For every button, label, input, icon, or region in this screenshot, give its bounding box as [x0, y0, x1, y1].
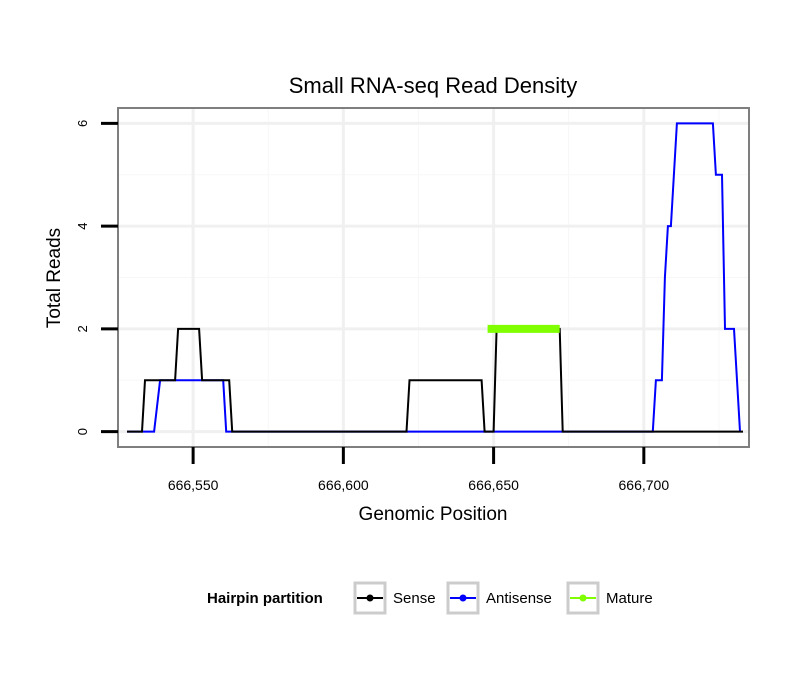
- legend-label: Sense: [393, 590, 436, 607]
- legend-item-sense: Sense: [353, 581, 436, 615]
- legend-key-point: [579, 594, 587, 602]
- y-axis-label: Total Reads: [44, 228, 65, 328]
- y-tick-label: 4: [75, 223, 90, 230]
- y-tick-label: 2: [75, 325, 90, 332]
- x-axis: 666,550 666,600 666,650 666,700: [168, 447, 670, 493]
- legend-label: Antisense: [486, 590, 552, 607]
- legend-label: Mature: [606, 590, 653, 607]
- series-line-antisense: [127, 122, 741, 433]
- x-tick-label: 666,700: [619, 477, 670, 493]
- x-tick-label: 666,650: [468, 477, 519, 493]
- legend-item-antisense: Antisense: [446, 581, 552, 615]
- plot-border: [117, 107, 750, 448]
- legend-key-point: [366, 594, 374, 602]
- x-tick-label: 666,550: [168, 477, 219, 493]
- legend-item-mature: Mature: [566, 581, 653, 615]
- x-tick-label: 666,600: [318, 477, 369, 493]
- legend-title: Hairpin partition: [207, 590, 323, 607]
- series-layer: [127, 122, 743, 433]
- x-axis-label: Genomic Position: [359, 504, 508, 525]
- legend: Hairpin partition Sense Antisense Mature: [207, 581, 653, 615]
- legend-key-point: [459, 594, 467, 602]
- y-tick-label: 6: [75, 120, 90, 127]
- y-tick-label: 0: [75, 428, 90, 435]
- y-axis: 0 2 4 6: [75, 120, 118, 435]
- chart-title: Small RNA-seq Read Density: [289, 73, 578, 98]
